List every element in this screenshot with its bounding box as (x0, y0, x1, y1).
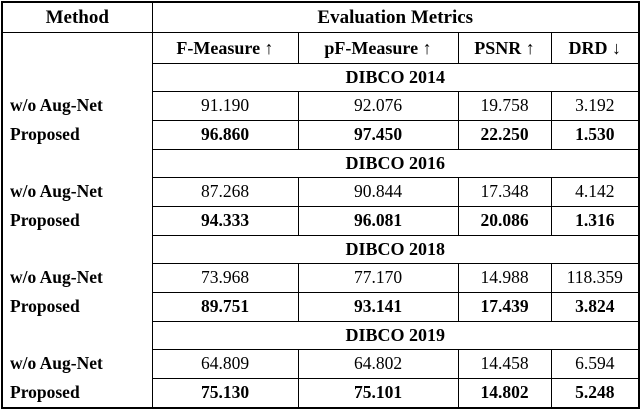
table-row: w/o Aug-Net 64.809 64.802 14.458 6.594 (1, 349, 640, 379)
table-row: Proposed 94.333 96.081 20.086 1.316 (1, 206, 640, 236)
method-label: w/o Aug-Net (1, 263, 153, 293)
section-row-dibco-2019: DIBCO 2019 (1, 321, 640, 350)
method-label: Proposed (1, 378, 153, 408)
metric-value: 118.359 (550, 263, 640, 293)
metric-value: 14.802 (457, 378, 552, 408)
method-column-header: Method (1, 1, 153, 33)
table-row: Proposed 96.860 97.450 22.250 1.530 (1, 120, 640, 150)
metric-value: 96.081 (297, 206, 459, 236)
metric-value: 19.758 (457, 91, 552, 121)
metric-value: 93.141 (297, 292, 459, 322)
table-row: w/o Aug-Net 73.968 77.170 14.988 118.359 (1, 263, 640, 293)
metric-header-row: F-Measure ↑ pF-Measure ↑ PSNR ↑ DRD ↓ (1, 32, 640, 64)
method-label: Proposed (1, 206, 153, 236)
metric-header-pfmeasure: pF-Measure ↑ (297, 32, 459, 64)
dataset-section-header: DIBCO 2019 (151, 321, 640, 350)
table-header-row: Method Evaluation Metrics (1, 1, 640, 33)
method-label: w/o Aug-Net (1, 177, 153, 207)
method-label: Proposed (1, 120, 153, 150)
method-label: Proposed (1, 292, 153, 322)
metric-value: 3.192 (550, 91, 640, 121)
metric-header-fmeasure: F-Measure ↑ (151, 32, 299, 64)
metric-header-drd: DRD ↓ (550, 32, 640, 64)
metric-value: 14.988 (457, 263, 552, 293)
section-row-dibco-2014: DIBCO 2014 (1, 63, 640, 92)
metric-value: 6.594 (550, 349, 640, 379)
metric-value: 64.802 (297, 349, 459, 379)
evaluation-metrics-header: Evaluation Metrics (151, 1, 640, 33)
section-row-dibco-2018: DIBCO 2018 (1, 235, 640, 264)
metric-value: 75.130 (151, 378, 299, 408)
method-label: w/o Aug-Net (1, 91, 153, 121)
metric-value: 90.844 (297, 177, 459, 207)
metric-value: 94.333 (151, 206, 299, 236)
dataset-section-header: DIBCO 2014 (151, 63, 640, 92)
metric-value: 20.086 (457, 206, 552, 236)
metric-value: 5.248 (550, 378, 640, 408)
metric-value: 1.316 (550, 206, 640, 236)
method-column-spacer (1, 32, 153, 64)
metric-value: 89.751 (151, 292, 299, 322)
method-column-spacer (1, 235, 153, 264)
table-row: w/o Aug-Net 91.190 92.076 19.758 3.192 (1, 91, 640, 121)
metric-value: 97.450 (297, 120, 459, 150)
method-column-spacer (1, 321, 153, 350)
metric-value: 64.809 (151, 349, 299, 379)
metric-value: 87.268 (151, 177, 299, 207)
table-row: Proposed 89.751 93.141 17.439 3.824 (1, 292, 640, 322)
metric-value: 73.968 (151, 263, 299, 293)
metric-value: 17.348 (457, 177, 552, 207)
metric-value: 75.101 (297, 378, 459, 408)
table-row: w/o Aug-Net 87.268 90.844 17.348 4.142 (1, 177, 640, 207)
metric-value: 22.250 (457, 120, 552, 150)
method-column-spacer (1, 63, 153, 92)
section-row-dibco-2016: DIBCO 2016 (1, 149, 640, 178)
metric-value: 92.076 (297, 91, 459, 121)
dataset-section-header: DIBCO 2018 (151, 235, 640, 264)
metric-header-psnr: PSNR ↑ (457, 32, 552, 64)
metric-value: 4.142 (550, 177, 640, 207)
metric-value: 96.860 (151, 120, 299, 150)
method-column-spacer (1, 149, 153, 178)
table-row: Proposed 75.130 75.101 14.802 5.248 (1, 378, 640, 408)
metric-value: 91.190 (151, 91, 299, 121)
metric-value: 3.824 (550, 292, 640, 322)
method-label: w/o Aug-Net (1, 349, 153, 379)
metric-value: 14.458 (457, 349, 552, 379)
metric-value: 1.530 (550, 120, 640, 150)
dataset-section-header: DIBCO 2016 (151, 149, 640, 178)
metric-value: 17.439 (457, 292, 552, 322)
metric-value: 77.170 (297, 263, 459, 293)
